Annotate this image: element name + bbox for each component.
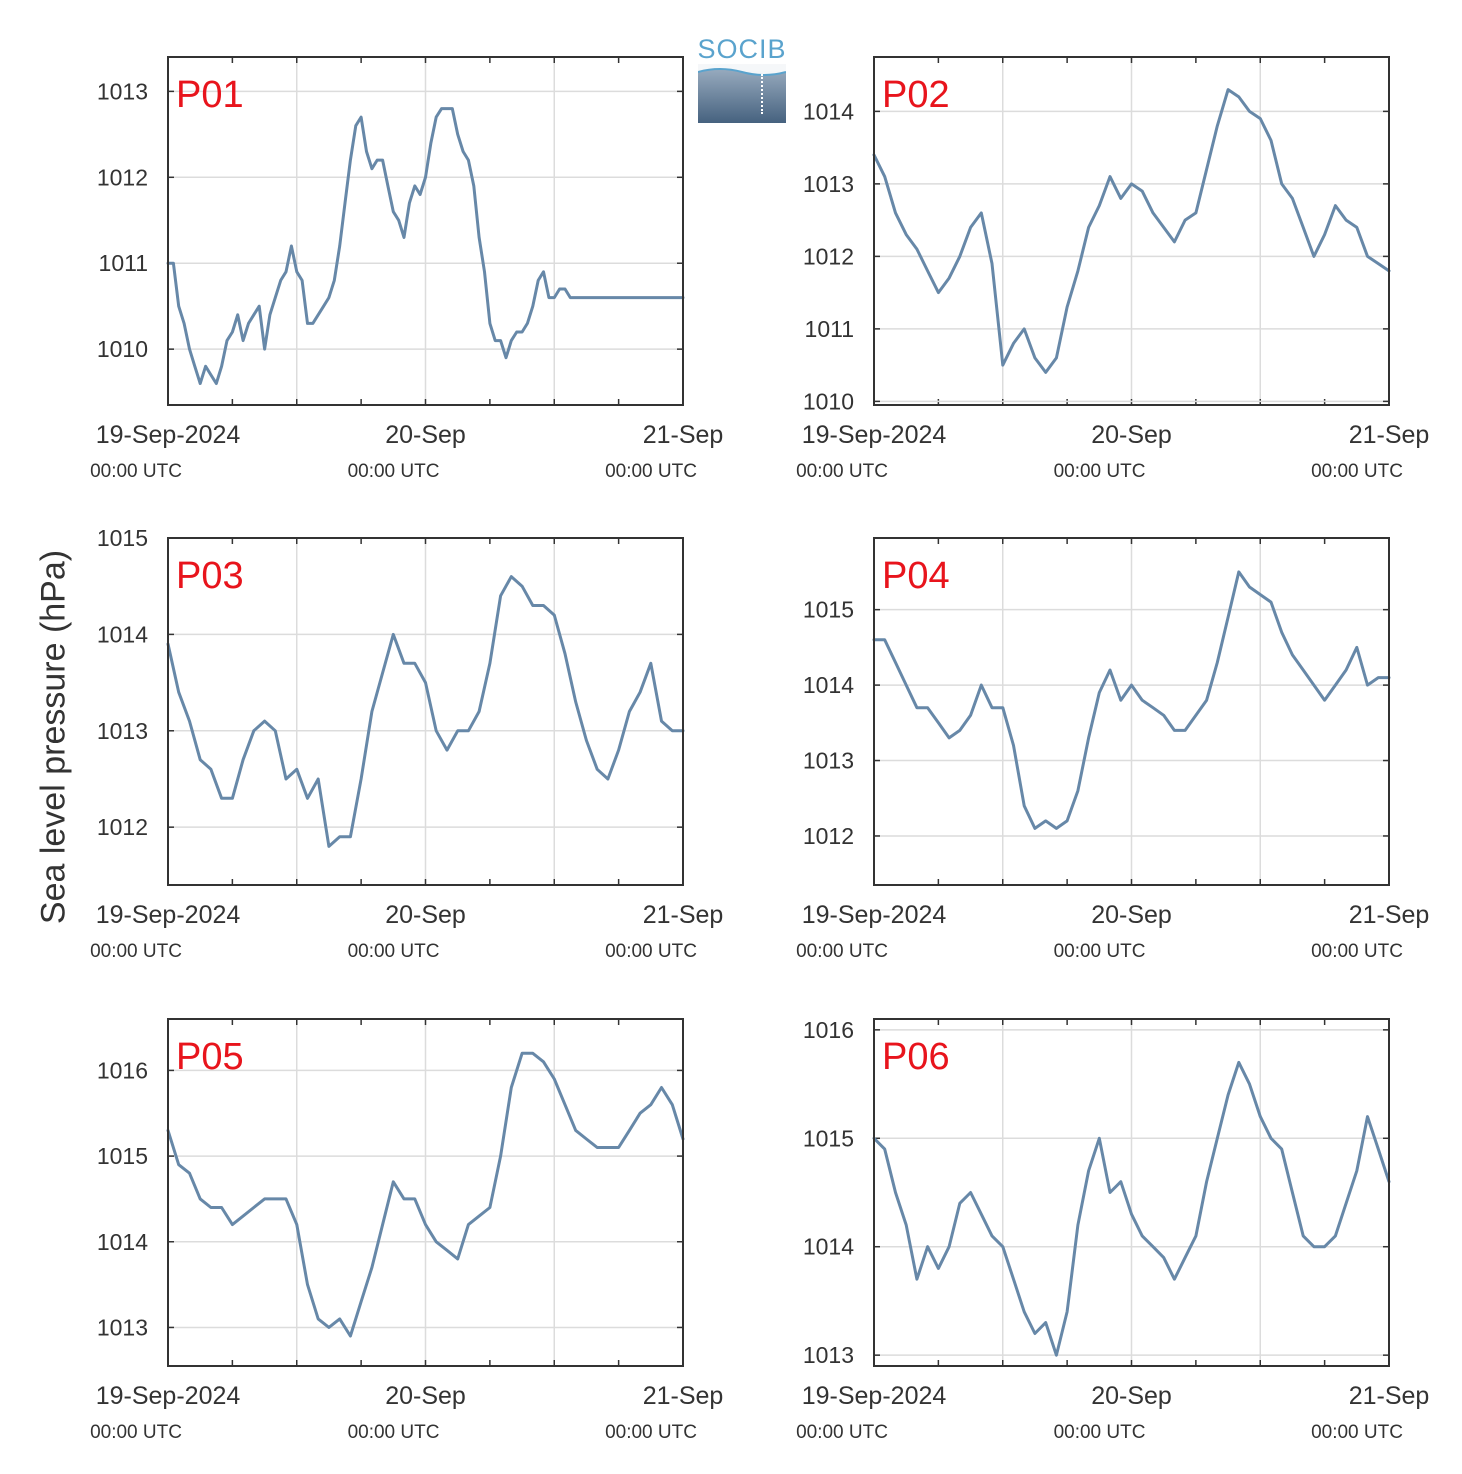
x-tick-label: 20-Sep	[1091, 901, 1172, 929]
pressure-series-line	[166, 107, 685, 385]
pressure-series-line	[166, 575, 685, 848]
x-tick-sublabel: 00:00 UTC	[1311, 1422, 1403, 1443]
logo-wave-icon	[698, 64, 786, 76]
x-tick-sublabel: 00:00 UTC	[1311, 941, 1403, 962]
chart-panel-p04: 1012 1013 1014 1015 P04 19-Sep-2024 00:00 UTC 2…	[796, 537, 1430, 962]
y-tick-label: 1012	[97, 164, 148, 190]
station-label: P01	[176, 74, 244, 116]
x-tick-sublabel: 00:00 UTC	[605, 461, 697, 482]
y-tick-label: 1015	[97, 525, 148, 551]
station-label: P05	[176, 1036, 244, 1078]
y-tick-label: 1014	[803, 98, 854, 124]
x-tick-label: 21-Sep	[643, 421, 724, 449]
y-axis-label: Sea level pressure (hPa)	[34, 549, 73, 925]
x-tick-sublabel: 00:00 UTC	[796, 1422, 888, 1443]
y-tick-label: 1014	[97, 1229, 148, 1255]
chart-panel-p02: 1010 1011 1012 1013 1014 P02 19-Sep-2024 00:00 …	[796, 56, 1430, 482]
socib-logo: SOCIB	[697, 34, 787, 124]
chart-panel-p03: 1012 1013 1014 1015 P03 19-Sep-2024 00:00 UTC 2…	[90, 525, 723, 962]
plot-frame	[873, 56, 1390, 406]
station-label: P06	[882, 1036, 950, 1078]
plot-frame	[167, 1018, 684, 1367]
x-tick-label: 20-Sep	[385, 421, 466, 449]
y-tick-label: 1016	[97, 1057, 148, 1083]
x-tick-sublabel: 00:00 UTC	[348, 461, 440, 482]
x-tick-label: 21-Sep	[643, 1382, 724, 1410]
y-tick-label: 1013	[803, 171, 854, 197]
y-tick-label: 1011	[99, 250, 148, 276]
y-tick-label: 1013	[97, 78, 148, 104]
x-tick-sublabel: 00:00 UTC	[348, 941, 440, 962]
y-tick-label: 1013	[97, 1314, 148, 1340]
logo-graphic	[698, 64, 786, 123]
x-tick-label: 20-Sep	[385, 901, 466, 929]
chart-panel-p06: 1013 1014 1015 1016 P06 19-Sep-2024 00:00 UTC 2…	[796, 1017, 1429, 1443]
x-tick-label: 20-Sep	[385, 1382, 466, 1410]
y-tick-label: 1010	[803, 388, 854, 414]
x-tick-label: 20-Sep	[1091, 1382, 1172, 1410]
x-tick-label: 21-Sep	[1349, 1382, 1430, 1410]
x-tick-sublabel: 00:00 UTC	[1311, 461, 1403, 482]
logo-dotted-line	[761, 74, 765, 114]
x-tick-label: 21-Sep	[643, 901, 724, 929]
x-tick-sublabel: 00:00 UTC	[90, 941, 182, 962]
x-tick-sublabel: 00:00 UTC	[796, 941, 888, 962]
y-tick-label: 1013	[803, 748, 854, 774]
y-tick-label: 1015	[803, 1125, 854, 1151]
x-tick-sublabel: 00:00 UTC	[90, 461, 182, 482]
plot-frame	[167, 537, 684, 886]
x-tick-sublabel: 00:00 UTC	[605, 941, 697, 962]
logo-text: SOCIB	[697, 34, 787, 64]
plot-frame	[873, 1018, 1390, 1367]
x-tick-sublabel: 00:00 UTC	[90, 1422, 182, 1443]
y-tick-label: 1011	[805, 316, 854, 342]
x-tick-label: 21-Sep	[1349, 901, 1430, 929]
y-tick-label: 1014	[97, 621, 148, 647]
y-tick-label: 1010	[97, 336, 148, 362]
y-tick-label: 1012	[803, 243, 854, 269]
plot-frame	[167, 56, 684, 406]
y-tick-label: 1014	[803, 672, 854, 698]
x-tick-label: 20-Sep	[1091, 421, 1172, 449]
y-tick-label: 1015	[97, 1143, 148, 1169]
x-tick-label: 19-Sep-2024	[802, 1382, 947, 1410]
x-tick-sublabel: 00:00 UTC	[1054, 461, 1146, 482]
station-label: P03	[176, 555, 244, 597]
x-tick-label: 21-Sep	[1349, 421, 1430, 449]
x-tick-sublabel: 00:00 UTC	[1054, 1422, 1146, 1443]
x-tick-label: 19-Sep-2024	[802, 901, 947, 929]
y-tick-label: 1016	[803, 1017, 854, 1043]
x-tick-sublabel: 00:00 UTC	[796, 461, 888, 482]
y-axis-label-container: Sea level pressure (hPa)	[34, 0, 74, 1474]
station-label: P04	[882, 555, 950, 597]
y-tick-label: 1012	[97, 814, 148, 840]
x-tick-label: 19-Sep-2024	[802, 421, 947, 449]
y-tick-label: 1013	[97, 718, 148, 744]
x-tick-label: 19-Sep-2024	[96, 901, 241, 929]
pressure-series-line	[166, 1051, 685, 1338]
chart-panel-p01: 1010 1011 1012 1013 P01 19-Sep-2024 00:00 UTC 2…	[90, 56, 724, 482]
y-tick-label: 1014	[803, 1234, 854, 1260]
y-tick-label: 1013	[803, 1342, 854, 1368]
pressure-series-line	[872, 1060, 1391, 1357]
plot-frame	[873, 537, 1390, 886]
pressure-series-line	[872, 88, 1391, 374]
x-tick-sublabel: 00:00 UTC	[348, 1422, 440, 1443]
x-tick-label: 19-Sep-2024	[96, 421, 241, 449]
x-tick-sublabel: 00:00 UTC	[605, 1422, 697, 1443]
y-tick-label: 1012	[803, 823, 854, 849]
pressure-series-line	[872, 570, 1391, 830]
y-tick-label: 1015	[803, 597, 854, 623]
chart-panel-p05: 1013 1014 1015 1016 P05 19-Sep-2024 00:00 UTC 2…	[90, 1018, 724, 1443]
x-tick-label: 19-Sep-2024	[96, 1382, 241, 1410]
x-tick-sublabel: 00:00 UTC	[1054, 941, 1146, 962]
station-label: P02	[882, 74, 950, 116]
